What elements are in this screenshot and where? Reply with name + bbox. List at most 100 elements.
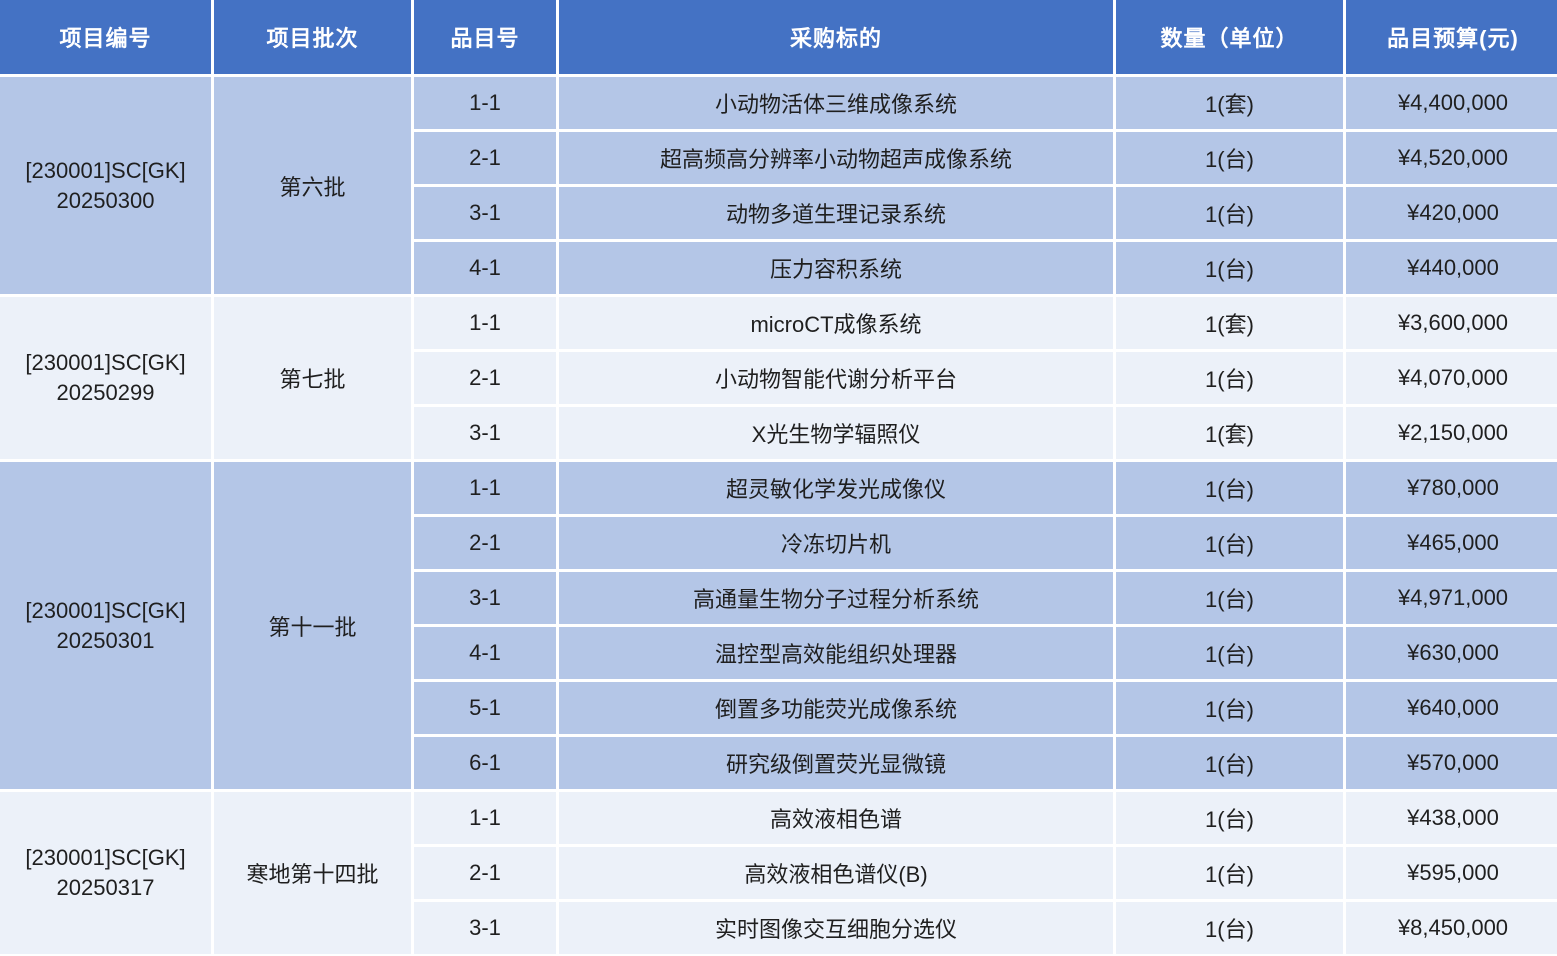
project-id-line2: 20250301 <box>56 627 155 653</box>
table-row: 2-1 冷冻切片机 1(台) ¥465,000 <box>0 514 1557 572</box>
item-no-cell: 6-1 <box>411 734 559 792</box>
budget-cell: ¥438,000 <box>1343 789 1557 847</box>
project-id-line1: [230001]SC[GK] <box>25 845 186 871</box>
target-cell: 高效液相色谱 <box>556 789 1116 847</box>
quantity-cell: 1(台) <box>1113 569 1346 627</box>
project-id-cell: [230001]SC[GK] 20250299 <box>0 294 214 462</box>
target-cell: 小动物智能代谢分析平台 <box>556 349 1116 407</box>
quantity-cell: 1(台) <box>1113 899 1346 956</box>
project-id-cell: [230001]SC[GK] 20250301 <box>0 459 214 792</box>
quantity-cell: 1(台) <box>1113 514 1346 572</box>
header-quantity: 数量（单位） <box>1113 0 1346 77</box>
item-no-cell: 1-1 <box>411 789 559 847</box>
item-no-cell: 4-1 <box>411 239 559 297</box>
table-row: [230001]SC[GK] 20250301 第十一批 1-1 超灵敏化学发光成像仪 1… <box>0 459 1557 792</box>
table-row: 4-1 温控型高效能组织处理器 1(台) ¥630,000 <box>0 624 1557 682</box>
budget-cell: ¥3,600,000 <box>1343 294 1557 352</box>
item-no-cell: 2-1 <box>411 514 559 572</box>
project-id-line1: [230001]SC[GK] <box>25 597 186 623</box>
batch-cell: 第六批 <box>211 74 414 297</box>
quantity-cell: 1(台) <box>1113 844 1346 902</box>
target-cell: 研究级倒置荧光显微镜 <box>556 734 1116 792</box>
item-no-cell: 4-1 <box>411 624 559 682</box>
item-no-cell: 3-1 <box>411 569 559 627</box>
table-row: 6-1 研究级倒置荧光显微镜 1(台) ¥570,000 <box>0 734 1557 792</box>
target-cell: 高效液相色谱仪(B) <box>556 844 1116 902</box>
item-no-cell: 1-1 <box>411 294 559 352</box>
quantity-cell: 1(台) <box>1113 349 1346 407</box>
budget-cell: ¥4,070,000 <box>1343 349 1557 407</box>
target-cell: 温控型高效能组织处理器 <box>556 624 1116 682</box>
target-cell: 冷冻切片机 <box>556 514 1116 572</box>
quantity-cell: 1(套) <box>1113 74 1346 132</box>
item-no-cell: 5-1 <box>411 679 559 737</box>
budget-cell: ¥2,150,000 <box>1343 404 1557 462</box>
table-body: [230001]SC[GK] 20250300 第六批 1-1 小动物活体三维成像系统 1… <box>0 74 1557 956</box>
quantity-cell: 1(台) <box>1113 184 1346 242</box>
project-id-line1: [230001]SC[GK] <box>25 350 186 376</box>
quantity-cell: 1(台) <box>1113 624 1346 682</box>
table-row: [230001]SC[GK] 20250300 第六批 1-1 小动物活体三维成像系统 1… <box>0 74 1557 297</box>
project-id-line2: 20250317 <box>56 875 155 900</box>
item-no-cell: 1-1 <box>411 74 559 132</box>
batch-cell: 第七批 <box>211 294 414 462</box>
project-id-cell: [230001]SC[GK] 20250317 <box>0 789 214 956</box>
item-no-cell: 2-1 <box>411 844 559 902</box>
table-row: [230001]SC[GK] 20250317 寒地第十四批 1-1 高效液相色谱 1(台… <box>0 789 1557 956</box>
header-budget: 品目预算(元) <box>1343 0 1557 77</box>
batch-cell: 第十一批 <box>211 459 414 792</box>
item-no-cell: 2-1 <box>411 129 559 187</box>
item-no-cell: 3-1 <box>411 899 559 956</box>
quantity-cell: 1(台) <box>1113 679 1346 737</box>
quantity-cell: 1(台) <box>1113 129 1346 187</box>
project-id-cell: [230001]SC[GK] 20250300 <box>0 74 214 297</box>
item-no-cell: 3-1 <box>411 184 559 242</box>
budget-cell: ¥4,971,000 <box>1343 569 1557 627</box>
target-cell: 超高频高分辨率小动物超声成像系统 <box>556 129 1116 187</box>
header-project-id: 项目编号 <box>0 0 214 77</box>
target-cell: 小动物活体三维成像系统 <box>556 74 1116 132</box>
budget-cell: ¥4,520,000 <box>1343 129 1557 187</box>
quantity-cell: 1(套) <box>1113 404 1346 462</box>
budget-cell: ¥4,400,000 <box>1343 74 1557 132</box>
target-cell: 动物多道生理记录系统 <box>556 184 1116 242</box>
budget-cell: ¥440,000 <box>1343 239 1557 297</box>
project-id-line1: [230001]SC[GK] <box>25 157 186 183</box>
table-row: 2-1 超高频高分辨率小动物超声成像系统 1(台) ¥4,520,000 <box>0 129 1557 187</box>
table-row: 5-1 倒置多功能荧光成像系统 1(台) ¥640,000 <box>0 679 1557 737</box>
budget-cell: ¥570,000 <box>1343 734 1557 792</box>
project-id-line2: 20250299 <box>56 380 155 405</box>
target-cell: 实时图像交互细胞分选仪 <box>556 899 1116 956</box>
table-row: 2-1 小动物智能代谢分析平台 1(台) ¥4,070,000 <box>0 349 1557 407</box>
budget-cell: ¥640,000 <box>1343 679 1557 737</box>
quantity-cell: 1(台) <box>1113 459 1346 517</box>
batch-cell: 寒地第十四批 <box>211 789 414 956</box>
project-id-line2: 20250300 <box>56 187 155 213</box>
budget-cell: ¥595,000 <box>1343 844 1557 902</box>
header-target: 采购标的 <box>556 0 1116 77</box>
budget-cell: ¥780,000 <box>1343 459 1557 517</box>
item-no-cell: 2-1 <box>411 349 559 407</box>
header-item-no: 品目号 <box>411 0 559 77</box>
header-batch: 项目批次 <box>211 0 414 77</box>
table-row: 2-1 高效液相色谱仪(B) 1(台) ¥595,000 <box>0 844 1557 902</box>
table-row: [230001]SC[GK] 20250299 第七批 1-1 microCT成像系统 1… <box>0 294 1557 462</box>
target-cell: 超灵敏化学发光成像仪 <box>556 459 1116 517</box>
table-row: 4-1 压力容积系统 1(台) ¥440,000 <box>0 239 1557 297</box>
item-no-cell: 3-1 <box>411 404 559 462</box>
header-row: 项目编号 项目批次 品目号 采购标的 数量（单位） 品目预算(元) <box>0 0 1557 77</box>
target-cell: 高通量生物分子过程分析系统 <box>556 569 1116 627</box>
budget-cell: ¥630,000 <box>1343 624 1557 682</box>
budget-cell: ¥465,000 <box>1343 514 1557 572</box>
quantity-cell: 1(台) <box>1113 789 1346 847</box>
table-row: 3-1 高通量生物分子过程分析系统 1(台) ¥4,971,000 <box>0 569 1557 627</box>
budget-cell: ¥420,000 <box>1343 184 1557 242</box>
table-row: 3-1 动物多道生理记录系统 1(台) ¥420,000 <box>0 184 1557 242</box>
table-header: 项目编号 项目批次 品目号 采购标的 数量（单位） 品目预算(元) <box>0 0 1557 77</box>
target-cell: 压力容积系统 <box>556 239 1116 297</box>
table-row: 3-1 X光生物学辐照仪 1(套) ¥2,150,000 <box>0 404 1557 462</box>
budget-cell: ¥8,450,000 <box>1343 899 1557 956</box>
target-cell: microCT成像系统 <box>556 294 1116 352</box>
